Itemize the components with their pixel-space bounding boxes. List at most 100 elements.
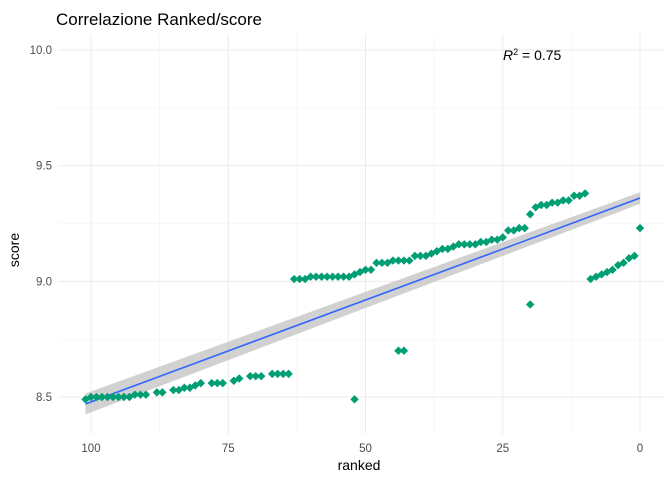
data-point [322,272,332,281]
data-point [460,240,469,249]
data-point [520,223,529,233]
data-point [114,392,123,402]
data-point [526,210,535,219]
data-point [602,267,612,277]
data-point [531,203,540,212]
data-point [141,390,151,399]
data-point [97,392,107,402]
data-point [580,189,590,198]
data-point [399,256,409,265]
data-point [405,256,414,265]
data-point [476,237,485,247]
data-point [597,270,606,279]
data-point [119,392,129,402]
data-point [635,223,645,233]
chart-title: Correlazione Ranked/score [56,10,262,29]
x-tick-label: 0 [637,443,643,455]
y-tick-label: 9.0 [36,276,52,288]
x-tick-label: 25 [496,443,509,455]
data-point [515,223,524,233]
y-axis-title: score [6,233,22,267]
data-point [136,390,145,399]
r-squared-rest: = 0.75 [518,47,561,63]
data-point [333,272,343,281]
data-point [196,378,205,388]
data-point [399,346,409,355]
x-tick-label: 100 [81,443,100,455]
data-point [350,395,359,404]
data-point [465,240,475,249]
data-point [152,388,162,397]
regression-line-layer [85,197,641,405]
data-point [591,272,601,281]
data-point [328,272,337,281]
data-point [251,371,260,381]
data-point [630,251,639,261]
data-point [372,258,381,268]
y-tick-label: 9.5 [36,161,52,173]
data-point [339,272,348,281]
data-point [92,392,101,402]
data-point [278,369,288,379]
tick-labels: 100 75 50 25 0 8.5 9.0 9.5 10.0 [30,45,644,455]
data-point [608,265,617,274]
data-point [108,392,118,402]
data-point [542,200,551,210]
data-point [235,374,244,383]
data-point [547,198,557,207]
data-point [569,191,579,200]
data-point [317,272,326,281]
data-point [619,258,628,268]
data-point [218,378,227,388]
data-point [394,346,403,355]
data-point [438,244,447,254]
data-point [509,226,518,235]
data-point [498,233,507,242]
data-point [416,251,425,261]
data-point [449,242,458,251]
data-point [130,390,140,399]
data-point [158,388,167,397]
data-point [526,300,535,309]
x-tick-label: 50 [359,443,372,455]
y-tick-label: 10.0 [30,45,52,57]
data-point [487,235,496,244]
points-layer [81,189,645,404]
data-point [213,378,222,388]
data-point [86,392,96,402]
data-point [377,258,387,268]
data-point [454,240,464,249]
data-point [267,369,277,379]
r-squared-base: R [503,47,513,63]
data-point [284,369,293,379]
data-point [388,256,398,265]
data-point [174,385,184,395]
r-squared-superscript: 2 [513,47,518,57]
data-point [536,200,546,210]
data-point [366,265,376,274]
y-tick-label: 8.5 [36,392,52,404]
data-point [504,226,513,235]
grid [58,34,664,434]
data-point [256,371,266,381]
data-point [394,256,403,265]
data-point [311,272,321,281]
data-point [169,385,178,395]
regression-line [85,197,641,405]
data-point [410,251,420,261]
data-point [295,274,304,284]
data-point [289,274,299,284]
x-tick-label: 75 [222,443,235,455]
data-point [246,371,255,381]
confidence-band [85,192,640,415]
data-point [306,272,315,281]
r-squared-annotation: R2 = 0.75 [503,47,562,63]
data-point [558,196,568,205]
x-axis-title: ranked [338,457,381,473]
data-point [103,392,112,402]
data-point [613,260,623,270]
data-point [273,369,282,379]
data-point [564,196,573,205]
confidence-band-layer [85,192,640,415]
